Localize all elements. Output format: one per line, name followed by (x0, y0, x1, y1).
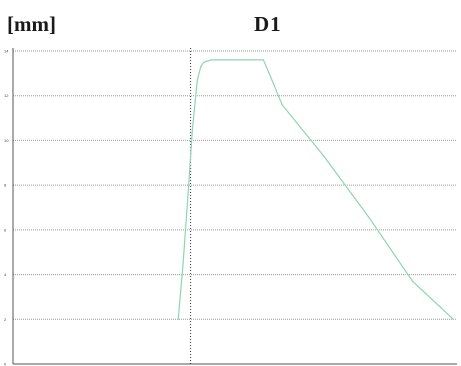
data-point (210, 59, 213, 61)
data-point (191, 128, 193, 130)
data-point (177, 318, 179, 320)
y-tick-label: 12 (4, 93, 9, 98)
y-tick-label: 4 (4, 272, 7, 277)
data-point (412, 280, 414, 282)
data-point (196, 79, 198, 81)
series-line (177, 59, 454, 320)
data-point (234, 59, 236, 61)
data-point (270, 77, 272, 79)
data-point (323, 155, 325, 157)
chart-title: D1 (254, 12, 282, 36)
data-point (203, 61, 205, 63)
y-tick-label: 0 (4, 362, 7, 366)
y-tick-label: 2 (4, 317, 7, 322)
data-point (262, 59, 265, 61)
data-point (182, 262, 184, 264)
y-tick-label: 6 (4, 227, 7, 232)
data-point (452, 318, 455, 320)
data-point (367, 215, 369, 218)
y-unit-label: [mm] (7, 12, 56, 36)
data-point (200, 66, 202, 68)
data-point (187, 195, 189, 197)
y-tick-label: 8 (4, 183, 7, 188)
y-tick-label: 14 (4, 49, 9, 54)
y-tick-label: 10 (4, 138, 9, 143)
data-point (281, 104, 283, 106)
